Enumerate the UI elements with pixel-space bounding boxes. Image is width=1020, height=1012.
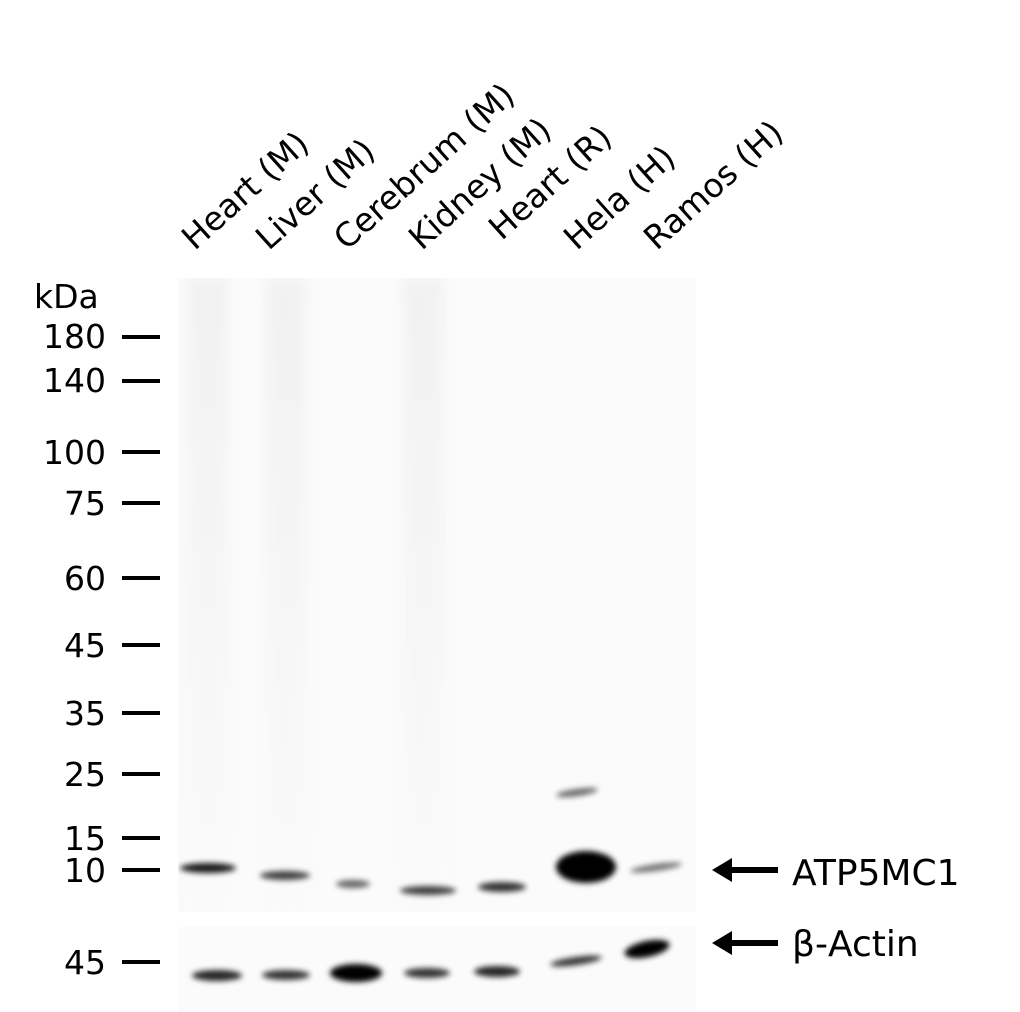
mw-marker: 35	[64, 694, 106, 733]
mw-marker: 140	[43, 361, 106, 400]
mw-marker: 10	[64, 851, 106, 890]
arrow-left-icon	[712, 931, 778, 955]
mw-unit: kDa	[34, 277, 99, 316]
band	[180, 863, 236, 873]
mw-tick	[122, 450, 160, 454]
band	[622, 936, 672, 962]
band	[549, 953, 603, 969]
mw-tick	[122, 868, 160, 872]
mw-marker: 60	[64, 559, 106, 598]
band	[474, 966, 520, 977]
mw-marker: 180	[43, 317, 106, 356]
blot-lower-panel	[178, 927, 696, 1012]
band	[556, 851, 616, 883]
mw-marker: 75	[64, 484, 106, 523]
band	[478, 882, 526, 892]
mw-tick	[122, 711, 160, 715]
lane-smear	[266, 278, 306, 912]
mw-tick	[122, 772, 160, 776]
mw-marker: 45	[64, 943, 106, 982]
target-label-lower: β-Actin	[792, 924, 919, 965]
mw-marker: 45	[64, 626, 106, 665]
lane-smear	[188, 278, 228, 912]
mw-marker: 15	[64, 819, 106, 858]
mw-tick	[122, 379, 160, 383]
band	[192, 970, 242, 981]
band	[260, 871, 310, 880]
mw-marker: 100	[43, 433, 106, 472]
mw-tick	[122, 960, 160, 964]
mw-tick	[122, 501, 160, 505]
band	[400, 886, 456, 895]
band	[330, 964, 382, 982]
band	[629, 860, 683, 875]
lane-smear	[403, 278, 443, 912]
target-label-upper: ATP5MC1	[792, 853, 960, 894]
mw-tick	[122, 335, 160, 339]
band	[555, 786, 599, 799]
arrow-left-icon	[712, 858, 778, 882]
mw-marker: 25	[64, 755, 106, 794]
band	[262, 970, 310, 980]
mw-tick	[122, 643, 160, 647]
band	[336, 880, 370, 888]
band	[404, 968, 450, 978]
mw-tick	[122, 836, 160, 840]
mw-tick	[122, 576, 160, 580]
blot-upper-panel	[178, 278, 696, 912]
